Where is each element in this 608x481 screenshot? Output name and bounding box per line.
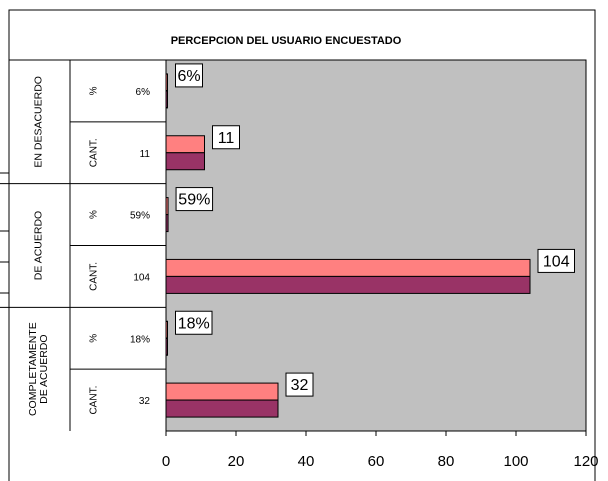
data-label: 104: [543, 253, 570, 270]
bar: [165, 135, 205, 154]
group-label: DE ACUERDO: [33, 211, 45, 280]
x-tick-label: 120: [573, 453, 598, 470]
bar: [165, 90, 168, 109]
data-label-box: [175, 310, 213, 335]
bar: [165, 152, 205, 171]
row-value: 18%: [130, 334, 150, 345]
chart-title: PERCEPCION DEL USUARIO ENCUESTADO: [171, 35, 402, 47]
row-sub-label: CANT.: [89, 386, 100, 415]
group-label: DE ACUERDO: [38, 334, 50, 403]
x-tick-label: 100: [503, 453, 528, 470]
data-label-box: [175, 63, 203, 88]
x-tick-label: 20: [228, 453, 245, 470]
bar: [165, 214, 169, 233]
data-label-box: [537, 248, 575, 273]
bar: [165, 73, 168, 92]
row-value: 59%: [130, 211, 150, 222]
x-tick-label: 40: [298, 453, 315, 470]
row-sub-label: CANT.: [89, 262, 100, 291]
row-sub-label: %: [89, 334, 100, 343]
row-sub-label: %: [89, 210, 100, 219]
data-label-box: [175, 187, 214, 212]
row-value: 6%: [136, 87, 151, 98]
bar: [165, 337, 168, 356]
plot-area: [165, 59, 587, 432]
row-value: 104: [133, 272, 150, 283]
data-label: 32: [291, 377, 309, 394]
data-label-box: [285, 372, 314, 397]
data-label: 59%: [178, 192, 210, 209]
row-value: 11: [140, 149, 151, 160]
bar: [165, 275, 531, 294]
row-sub-label: CANT.: [89, 138, 100, 167]
bar: [165, 320, 168, 339]
row-value: 32: [139, 396, 151, 407]
chart-frame: [8, 9, 596, 481]
group-label: COMPLETAMENTE: [27, 322, 39, 416]
group-label: EN DESACUERDO: [33, 76, 45, 168]
data-label: 18%: [178, 315, 210, 332]
data-label-box: [212, 125, 240, 150]
bar: [165, 258, 531, 277]
bar: [165, 382, 279, 401]
row-sub-label: %: [89, 86, 100, 95]
x-tick-label: 80: [438, 453, 455, 470]
x-tick-label: 0: [162, 453, 170, 470]
x-tick-label: 60: [368, 453, 385, 470]
bar: [165, 197, 169, 216]
bar: [165, 399, 279, 418]
data-label: 11: [218, 130, 235, 147]
data-label: 6%: [177, 68, 200, 85]
